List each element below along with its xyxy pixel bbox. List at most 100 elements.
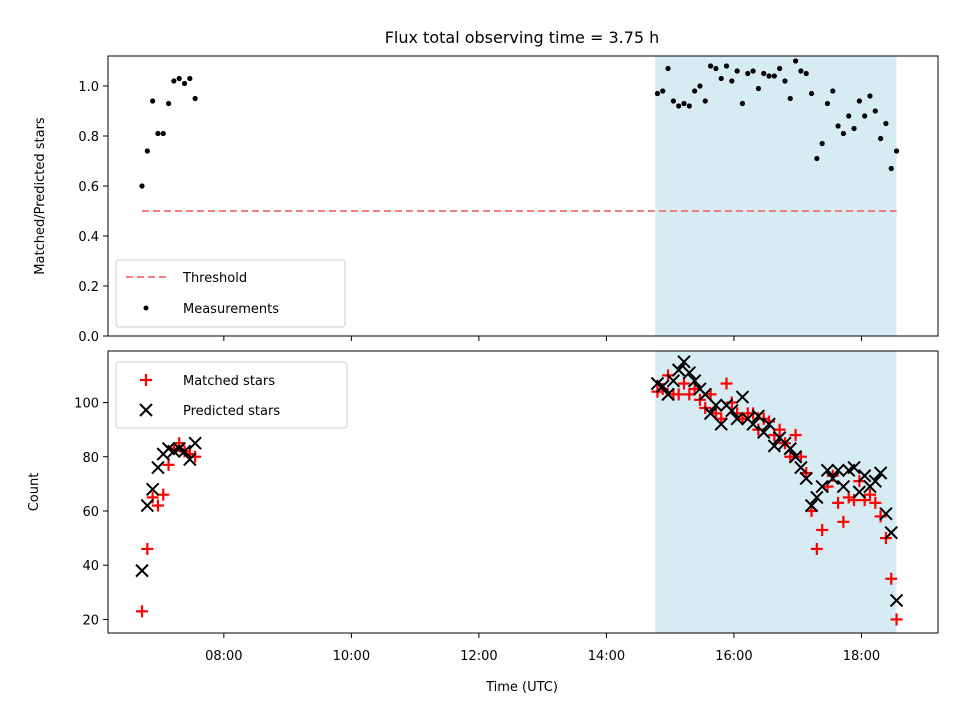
predicted-point <box>183 452 197 467</box>
predicted-point <box>831 463 845 478</box>
matched-point <box>842 491 855 504</box>
measurement-point <box>734 68 740 74</box>
measurement-point <box>707 63 714 69</box>
predicted-point <box>703 406 718 421</box>
measurement-point <box>176 75 182 82</box>
top-legend: Threshold Measurements <box>115 259 346 328</box>
matched-point <box>816 523 829 536</box>
measurement-point <box>761 70 767 77</box>
predicted-point <box>794 460 808 475</box>
y-tick-label: 0.6 <box>78 180 99 195</box>
measurement-point <box>755 85 761 92</box>
measurement-point <box>856 98 862 104</box>
bottom-y-axis-label: Count <box>27 473 42 512</box>
predicted-point <box>810 490 824 505</box>
top-y-axis-label: Matched/Predicted stars <box>33 117 48 275</box>
predicted-point <box>826 471 840 486</box>
measurement-point <box>160 130 166 137</box>
matched-point <box>885 572 898 585</box>
predicted-point <box>820 463 835 478</box>
predicted-point <box>788 450 803 464</box>
bottom-frame <box>107 350 939 634</box>
predicted-point <box>698 387 712 402</box>
threshold-legend-label: Threshold <box>182 271 247 286</box>
predicted-point <box>857 469 872 483</box>
predicted-point <box>140 498 155 513</box>
predicted-point <box>151 460 165 475</box>
predicted-point <box>145 482 160 496</box>
measurement-point <box>686 103 692 109</box>
x-tick-label: 12:00 <box>460 649 497 664</box>
measurement-point <box>660 88 666 94</box>
y-tick-label: 100 <box>74 397 99 412</box>
predicted-point <box>661 387 675 402</box>
measurement-point <box>867 93 873 99</box>
predicted-point <box>757 425 771 440</box>
measurement-legend-label: Measurements <box>183 302 279 317</box>
measurement-point <box>824 100 831 107</box>
predicted-point <box>762 417 776 431</box>
measurement-point <box>830 88 836 94</box>
predicted-point <box>873 466 888 480</box>
matched-point <box>890 613 903 626</box>
matched-point <box>136 605 149 618</box>
measurement-point <box>888 165 894 172</box>
y-tick-label: 60 <box>82 505 99 520</box>
matched-point <box>720 377 733 390</box>
measurement-point <box>171 78 177 84</box>
measurement-point <box>702 98 708 104</box>
top-frame <box>107 55 939 337</box>
measurement-point <box>771 73 777 79</box>
bottom-shade <box>655 351 897 633</box>
matched-point <box>683 388 696 401</box>
measurement-point <box>181 80 188 87</box>
bottom-panel: 20 40 60 80 100 08:00 10:00 12:00 14:00 16:00 18:… <box>27 350 939 695</box>
measurement-point <box>165 100 172 107</box>
matched-point <box>805 504 818 517</box>
predicted-legend-marker <box>139 403 153 417</box>
bottom-x-ticks: 08:00 10:00 12:00 14:00 16:00 18:00 <box>205 633 880 664</box>
y-tick-label: 20 <box>82 613 99 628</box>
measurement-point <box>808 90 815 97</box>
bottom-legend: Matched stars Predicted stars <box>115 361 348 429</box>
measurement-point <box>192 95 198 102</box>
matched-point <box>863 488 876 501</box>
top-legend-box <box>115 259 346 328</box>
predicted-points <box>135 355 904 608</box>
measurement-point <box>798 68 804 74</box>
matched-point <box>810 542 823 555</box>
bottom-y-ticks: 20 40 60 80 100 <box>74 397 108 628</box>
measurement-point <box>144 148 150 154</box>
predicted-point <box>656 379 670 393</box>
y-tick-label: 0.8 <box>78 130 99 145</box>
predicted-point <box>735 390 750 404</box>
predicted-point <box>852 485 867 499</box>
predicted-point <box>804 498 819 513</box>
top-y-ticks: 0.0 0.2 0.4 0.6 0.8 1.0 <box>78 80 108 345</box>
predicted-point <box>847 460 861 475</box>
measurement-point <box>883 120 889 127</box>
x-tick-label: 16:00 <box>715 649 752 664</box>
x-tick-label: 08:00 <box>205 649 242 664</box>
measurement-point <box>840 130 847 137</box>
predicted-point <box>799 471 813 486</box>
measurement-point <box>846 113 852 119</box>
predicted-point <box>714 417 728 431</box>
measurement-point <box>819 140 825 147</box>
measurement-points <box>139 58 900 189</box>
measurement-point <box>862 113 868 119</box>
measurement-point <box>787 95 793 102</box>
predicted-point <box>730 412 744 426</box>
bottom-legend-box <box>115 361 348 429</box>
matched-point <box>141 542 154 555</box>
y-tick-label: 0.4 <box>78 230 99 245</box>
matched-point <box>837 515 850 528</box>
predicted-point <box>709 398 723 412</box>
predicted-point <box>746 417 760 431</box>
matched-point <box>162 458 175 471</box>
predicted-point <box>725 403 739 418</box>
measurement-point <box>803 70 809 77</box>
measurement-point <box>155 130 161 137</box>
measurement-point <box>713 65 719 72</box>
measurement-point <box>745 70 751 77</box>
